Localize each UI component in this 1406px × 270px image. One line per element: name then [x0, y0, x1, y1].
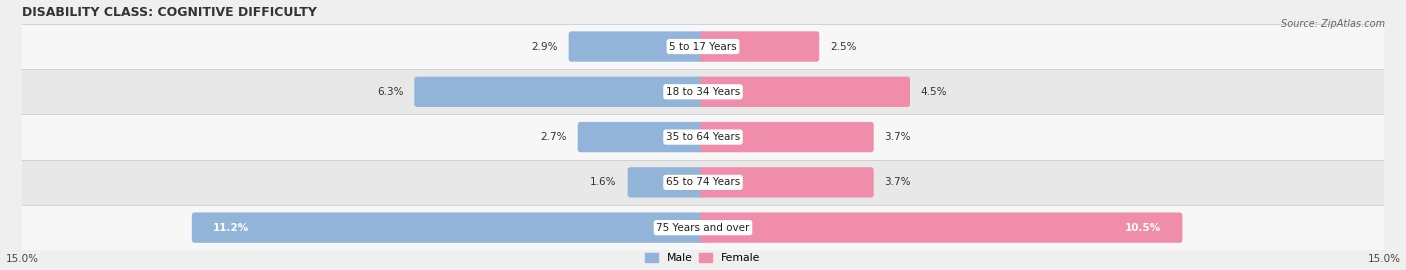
- Bar: [22, 160, 1384, 205]
- Text: 3.7%: 3.7%: [884, 132, 911, 142]
- FancyBboxPatch shape: [700, 31, 820, 62]
- Text: 2.7%: 2.7%: [540, 132, 567, 142]
- Text: 3.7%: 3.7%: [884, 177, 911, 187]
- Bar: [22, 205, 1384, 250]
- Text: 75 Years and over: 75 Years and over: [657, 223, 749, 233]
- Text: 5 to 17 Years: 5 to 17 Years: [669, 42, 737, 52]
- FancyBboxPatch shape: [700, 122, 873, 152]
- Bar: [22, 114, 1384, 160]
- FancyBboxPatch shape: [700, 77, 910, 107]
- Legend: Male, Female: Male, Female: [645, 253, 761, 263]
- Text: 2.9%: 2.9%: [531, 42, 558, 52]
- FancyBboxPatch shape: [191, 212, 706, 243]
- FancyBboxPatch shape: [627, 167, 706, 198]
- Text: 10.5%: 10.5%: [1125, 223, 1161, 233]
- Text: 1.6%: 1.6%: [591, 177, 617, 187]
- Bar: [22, 24, 1384, 69]
- Text: 4.5%: 4.5%: [921, 87, 948, 97]
- FancyBboxPatch shape: [578, 122, 706, 152]
- Text: Source: ZipAtlas.com: Source: ZipAtlas.com: [1281, 19, 1385, 29]
- Bar: [22, 69, 1384, 114]
- Text: 6.3%: 6.3%: [377, 87, 404, 97]
- Text: 18 to 34 Years: 18 to 34 Years: [666, 87, 740, 97]
- FancyBboxPatch shape: [568, 31, 706, 62]
- Text: 2.5%: 2.5%: [830, 42, 856, 52]
- Text: DISABILITY CLASS: COGNITIVE DIFFICULTY: DISABILITY CLASS: COGNITIVE DIFFICULTY: [22, 6, 316, 19]
- FancyBboxPatch shape: [700, 212, 1182, 243]
- Text: 35 to 64 Years: 35 to 64 Years: [666, 132, 740, 142]
- Text: 65 to 74 Years: 65 to 74 Years: [666, 177, 740, 187]
- FancyBboxPatch shape: [700, 167, 873, 198]
- FancyBboxPatch shape: [415, 77, 706, 107]
- Text: 11.2%: 11.2%: [212, 223, 249, 233]
